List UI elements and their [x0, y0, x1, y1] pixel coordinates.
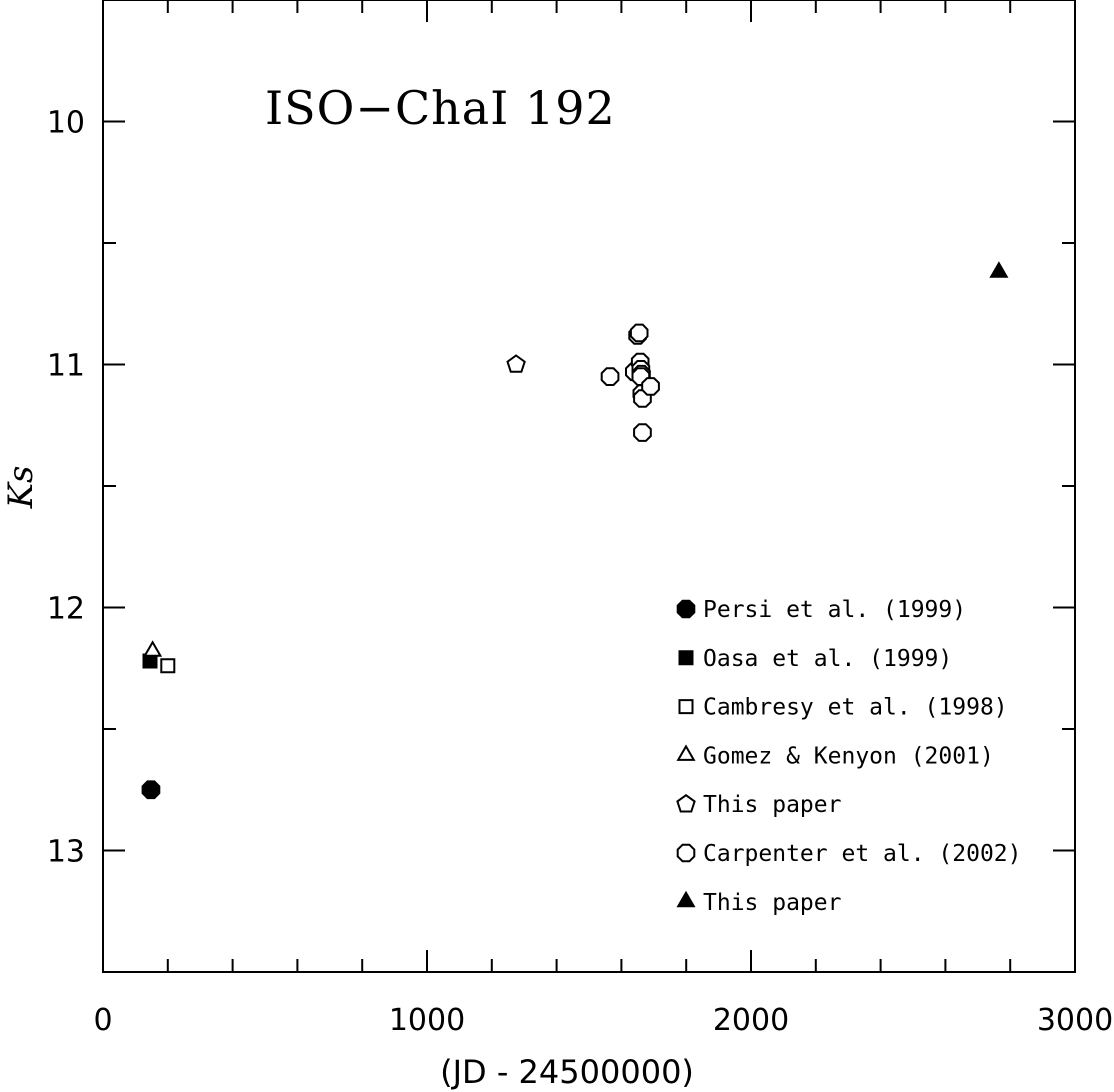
data-point [641, 377, 660, 396]
y-tick-label: 10 [47, 106, 85, 141]
y-tick-label: 12 [47, 592, 85, 627]
series-6 [989, 261, 1009, 278]
x-axis-label: (JD - 24500000) [440, 1053, 694, 1091]
data-point [141, 780, 161, 800]
y-tick-label: 13 [47, 835, 85, 870]
legend-label: Gomez & Kenyon (2001) [703, 743, 994, 769]
plot-frame [102, 0, 1076, 973]
legend-marker [676, 599, 696, 619]
chart-annotation: ISO−ChaI 192 [265, 81, 616, 135]
x-tick-label: 3000 [1037, 1003, 1113, 1038]
axes: 0 1000 2000 3000 10 11 12 13 [47, 0, 1113, 1038]
legend-label: Carpenter et al. (2002) [703, 841, 1022, 867]
legend-marker [678, 699, 694, 715]
legend-marker [676, 890, 696, 908]
series-3 [143, 640, 163, 657]
series-4 [506, 354, 526, 373]
x-tick-label: 1000 [389, 1003, 465, 1038]
legend-marker [676, 744, 696, 761]
data-point [989, 261, 1009, 278]
series-5 [600, 323, 660, 442]
y-axis-label: Ks [1, 466, 41, 510]
series-0 [141, 780, 161, 800]
series-2 [160, 658, 176, 674]
legend-label: Persi et al. (1999) [703, 597, 966, 623]
data-point [629, 323, 649, 343]
legend-label: Oasa et al. (1999) [703, 646, 952, 672]
y-tick-label: 11 [47, 349, 85, 384]
legend-label: This paper [703, 792, 841, 818]
data-point [143, 640, 163, 657]
data-point [600, 367, 620, 386]
data-points [141, 261, 1009, 800]
legend-label: This paper [703, 890, 841, 916]
legend-marker [676, 843, 696, 863]
legend-label: Cambresy et al. (1998) [703, 695, 1008, 721]
legend-marker [676, 793, 696, 813]
legend: Persi et al. (1999) Oasa et al. (1999) Cam… [676, 597, 1022, 916]
x-tick-label: 0 [93, 1003, 112, 1038]
data-point [160, 658, 176, 674]
legend-marker [678, 650, 694, 666]
x-tick-label: 2000 [713, 1003, 789, 1038]
data-point [506, 354, 526, 373]
data-point [633, 423, 652, 442]
